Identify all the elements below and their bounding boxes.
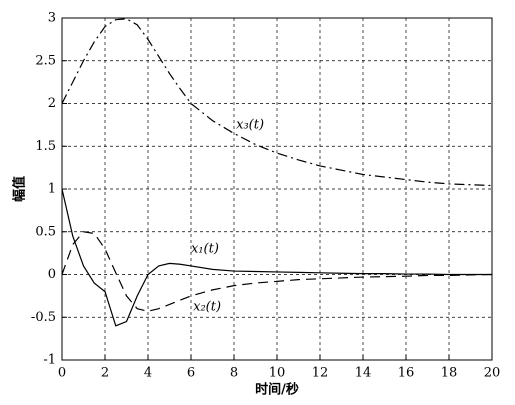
x-axis-label: 时间/秒 (255, 382, 299, 398)
x-tick-label: 18 (441, 366, 458, 381)
x-tick-label: 12 (312, 366, 329, 381)
x-tick-label: 16 (398, 366, 415, 381)
series-annotation: x₁(t) (191, 241, 219, 256)
y-tick-label: 2.5 (35, 53, 56, 68)
y-tick-label: -1 (43, 353, 56, 368)
y-tick-label: 1 (48, 182, 56, 197)
x-tick-label: 20 (484, 366, 501, 381)
y-tick-label: 2 (48, 96, 56, 111)
series-line (61, 231, 493, 312)
y-tick-label: 1.5 (35, 139, 56, 154)
y-tick-label: -0.5 (31, 310, 56, 325)
series-annotation: x₃(t) (236, 117, 264, 132)
x-tick-label: 8 (230, 366, 238, 381)
y-tick-label: 0.5 (35, 224, 56, 239)
x-tick-label: 2 (101, 366, 109, 381)
x-tick-label: 10 (269, 366, 286, 381)
y-tick-label: 3 (48, 11, 56, 26)
series-line (61, 18, 493, 187)
x-tick-label: 0 (58, 366, 66, 381)
x-tick-label: 14 (355, 366, 372, 381)
series-line (61, 188, 492, 327)
series-annotation: x₂(t) (193, 299, 221, 314)
y-axis-label: 幅值 (12, 176, 28, 202)
x-tick-label: 6 (187, 366, 195, 381)
y-tick-label: 0 (48, 267, 56, 282)
x-tick-label: 4 (144, 366, 152, 381)
